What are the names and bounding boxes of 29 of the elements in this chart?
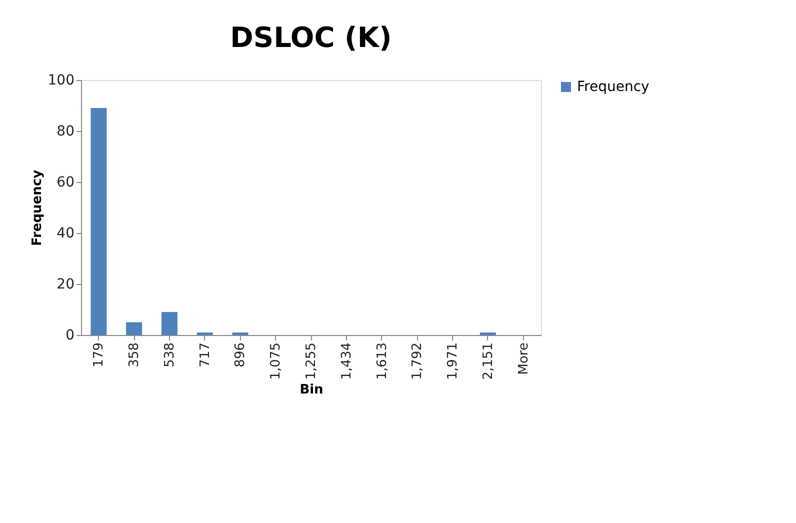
x-tick-label: 538 bbox=[162, 342, 178, 368]
bar bbox=[126, 322, 142, 335]
bar bbox=[480, 332, 496, 335]
x-tick-label: 1,434 bbox=[339, 342, 354, 380]
y-tick-label: 60 bbox=[56, 174, 74, 190]
x-tick-label: More bbox=[516, 342, 532, 375]
legend-label: Frequency bbox=[577, 79, 650, 95]
bar bbox=[232, 332, 248, 335]
y-tick-label: 100 bbox=[48, 72, 74, 88]
y-tick-label: 20 bbox=[56, 276, 74, 292]
y-tick-label: 40 bbox=[56, 226, 74, 242]
x-tick-label: 1,613 bbox=[374, 342, 390, 380]
y-tick-label: 80 bbox=[56, 124, 74, 140]
bar bbox=[161, 312, 178, 335]
x-tick-label: 717 bbox=[198, 342, 213, 368]
bar bbox=[196, 332, 213, 335]
x-tick-label: 1,971 bbox=[446, 342, 461, 380]
y-tick-label: 0 bbox=[66, 328, 74, 344]
x-tick-label: 1,792 bbox=[410, 342, 426, 380]
x-tick-label: 1,075 bbox=[268, 342, 284, 380]
chart-title: DSLOC (K) bbox=[230, 21, 392, 54]
bar bbox=[90, 108, 107, 335]
x-tick-label: 896 bbox=[233, 342, 248, 368]
y-axis-title: Frequency bbox=[30, 169, 45, 246]
x-tick-label: 1,255 bbox=[304, 342, 319, 380]
x-tick-label: 2,151 bbox=[480, 342, 496, 380]
x-tick-label: 358 bbox=[127, 342, 142, 368]
x-tick-label: 179 bbox=[92, 342, 107, 368]
x-axis-title: Bin bbox=[300, 382, 324, 398]
